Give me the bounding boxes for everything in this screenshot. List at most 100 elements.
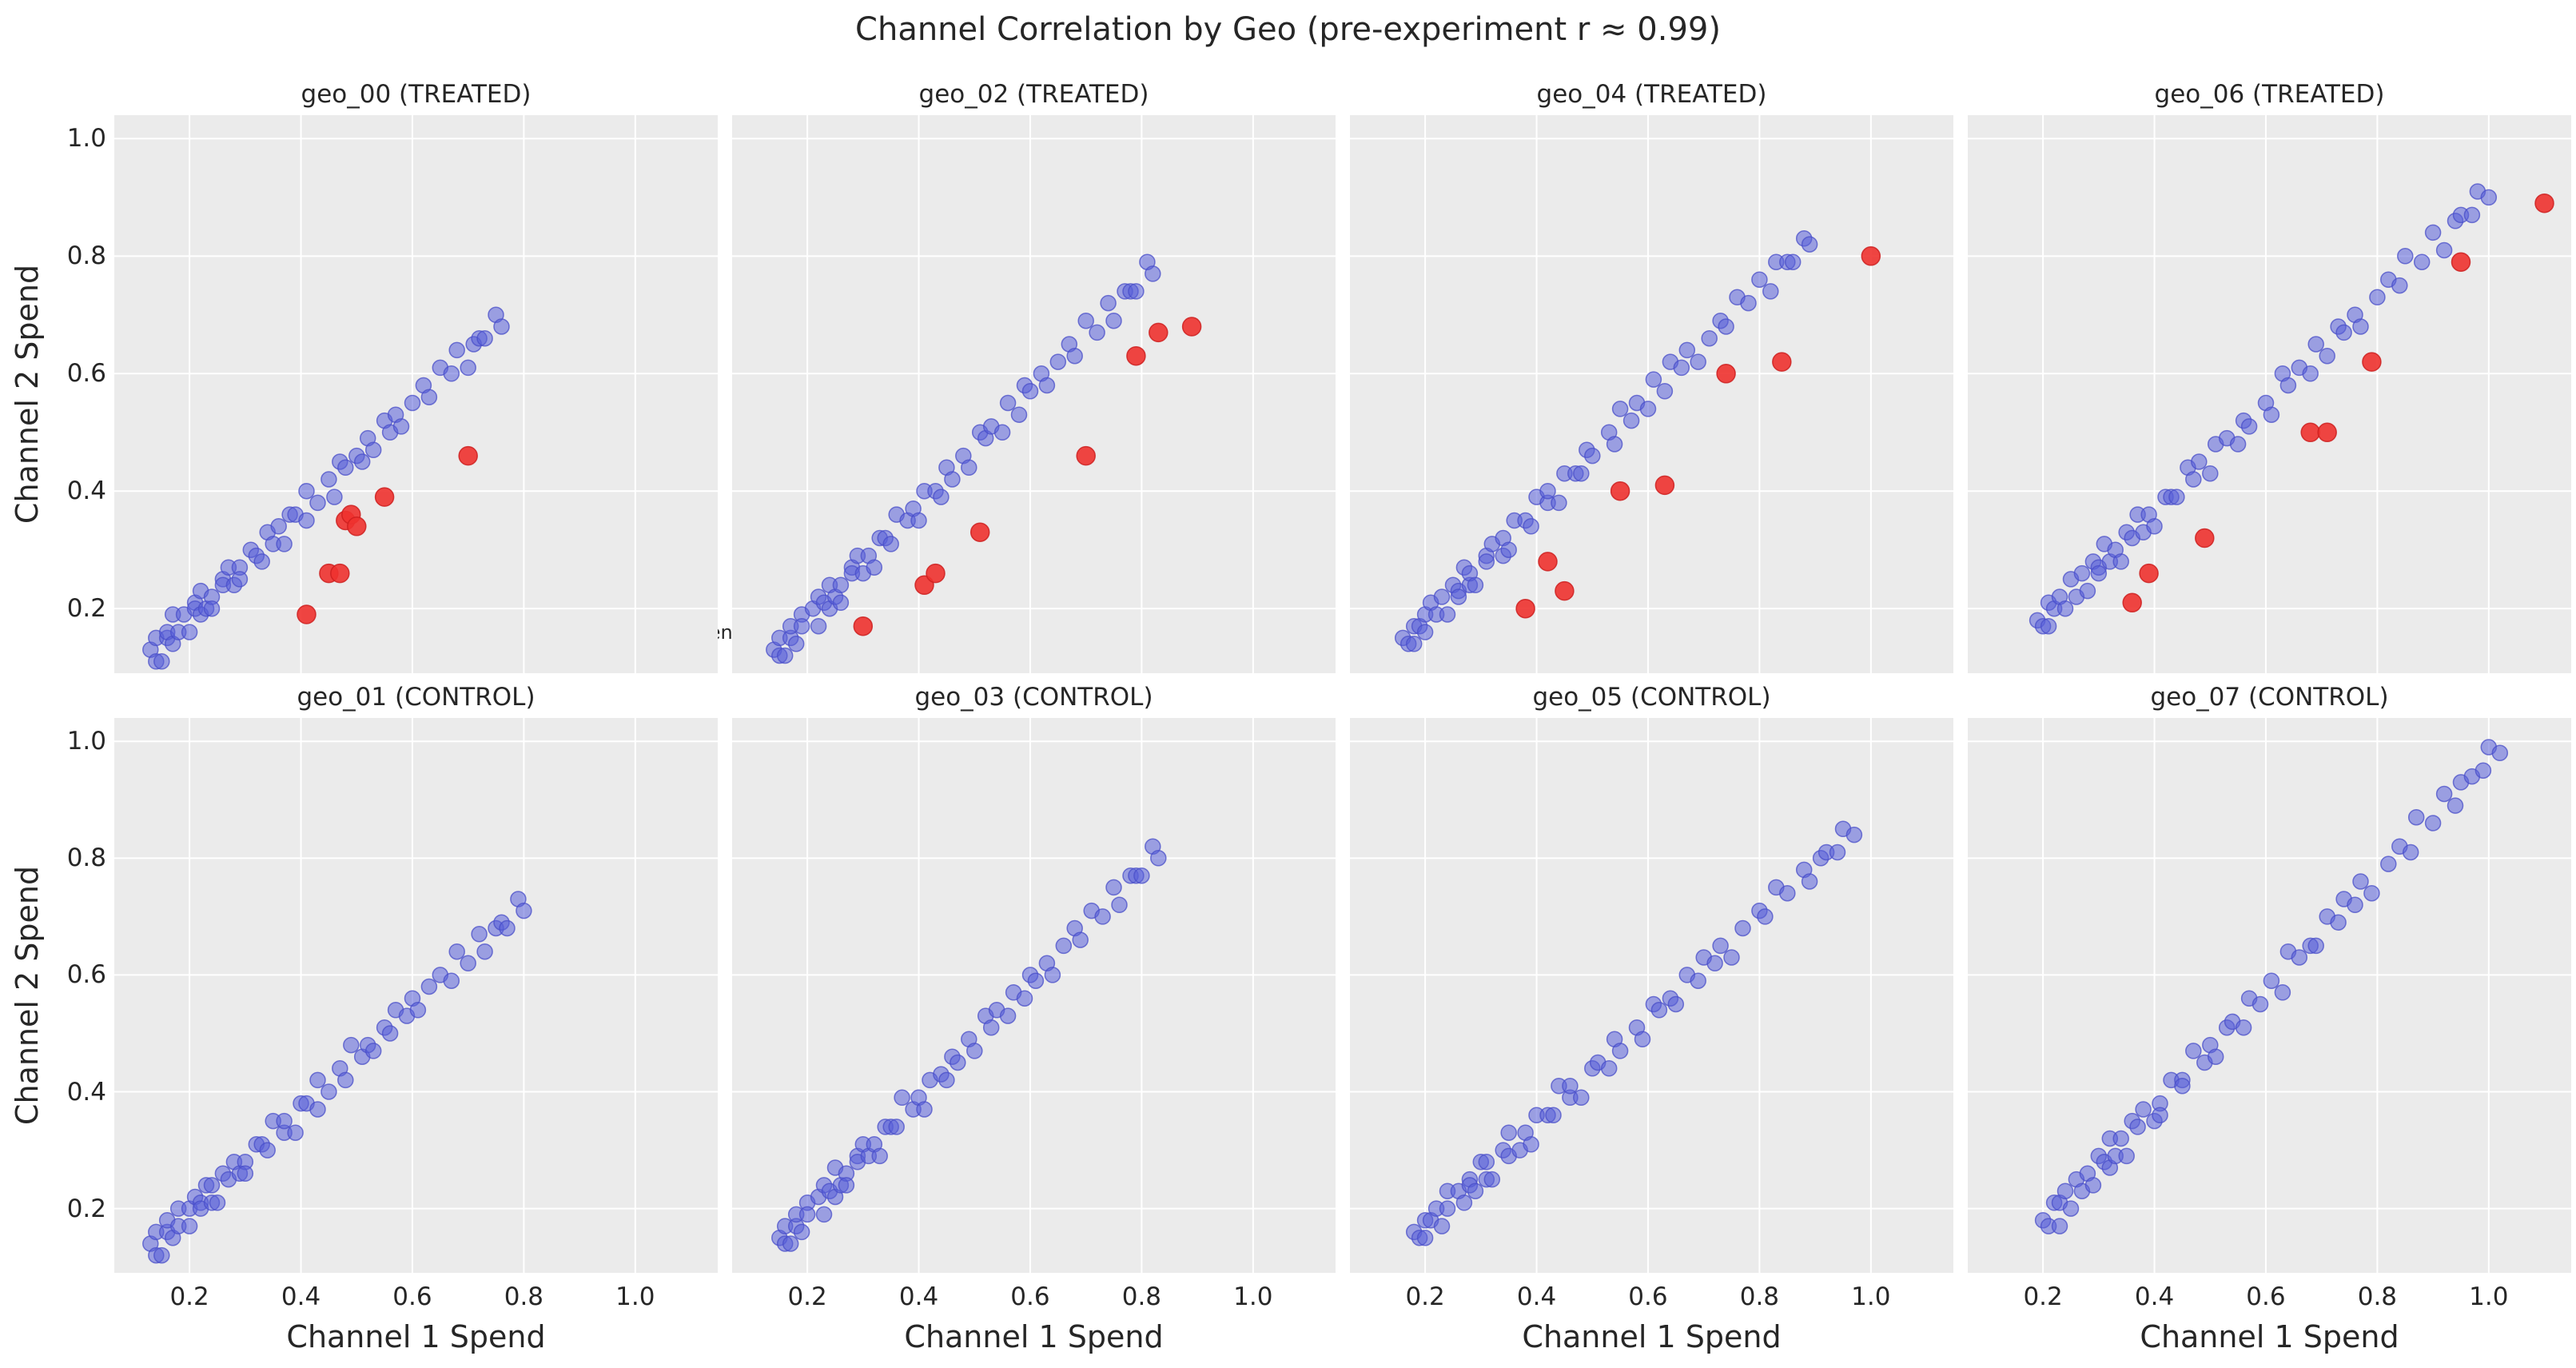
during-experiment-point: [297, 604, 317, 624]
pre-experiment-point: [448, 341, 465, 359]
y-axis-label: Channel 2 Spend: [10, 264, 45, 524]
pre-experiment-point: [1016, 990, 1033, 1007]
pre-experiment-point: [499, 919, 516, 937]
pre-experiment-point: [443, 365, 460, 382]
pre-experiment-point: [253, 553, 270, 570]
during-experiment-point: [2534, 193, 2554, 213]
pre-experiment-point: [1128, 283, 1145, 300]
pre-experiment-point: [2319, 347, 2335, 365]
y-tick-label: 0.6: [66, 960, 106, 990]
pre-experiment-point: [1701, 329, 1718, 347]
during-experiment-point: [2362, 352, 2382, 372]
subplot-title-geo_05: geo_05 (CONTROL): [1532, 683, 1771, 712]
pre-experiment-point: [321, 471, 337, 488]
pre-experiment-point: [298, 512, 315, 529]
pre-experiment-point: [933, 489, 950, 505]
x-axis-label: Channel 1 Spend: [286, 1319, 546, 1354]
pre-experiment-point: [2185, 471, 2202, 488]
pre-experiment-point: [1094, 908, 1111, 925]
pre-experiment-point: [1573, 465, 1590, 482]
pre-experiment-point: [776, 647, 794, 664]
pre-experiment-point: [2129, 1119, 2146, 1135]
during-experiment-point: [853, 616, 874, 636]
y-tick-label: 0.4: [66, 477, 106, 506]
pre-experiment-point: [1606, 436, 1623, 453]
x-tick-label: 0.4: [1516, 1282, 1557, 1311]
pre-experiment-point: [1634, 1031, 1651, 1048]
pre-experiment-point: [2352, 318, 2369, 335]
pre-experiment-point: [2413, 253, 2431, 270]
subplot-title-geo_03: geo_03 (CONTROL): [914, 683, 1153, 712]
pre-experiment-point: [2363, 884, 2380, 902]
subplot-geo_03: [732, 718, 1336, 1273]
pre-experiment-point: [1416, 1229, 1434, 1246]
pre-experiment-point: [326, 489, 343, 505]
pre-experiment-point: [516, 902, 532, 919]
pre-experiment-point: [321, 1083, 337, 1100]
pre-experiment-point: [1762, 283, 1779, 300]
pre-experiment-point: [1500, 1124, 1517, 1141]
pre-experiment-point: [1416, 624, 1434, 640]
during-experiment-point: [1555, 580, 1575, 601]
pre-experiment-point: [810, 617, 827, 635]
pre-experiment-point: [944, 471, 961, 488]
pre-experiment-point: [2307, 937, 2324, 955]
pre-experiment-point: [2056, 600, 2074, 617]
pre-experiment-point: [1551, 494, 1567, 512]
pre-experiment-point: [1478, 553, 1495, 570]
pre-experiment-point: [1049, 353, 1067, 370]
pre-experiment-point: [2135, 1101, 2152, 1118]
pre-experiment-point: [1690, 353, 1706, 370]
x-tick-label: 0.6: [2246, 1282, 2286, 1311]
pre-experiment-point: [1645, 371, 1662, 388]
pre-experiment-point: [1690, 972, 1706, 989]
pre-experiment-point: [1066, 347, 1083, 365]
pre-experiment-point: [1545, 1107, 1562, 1124]
during-experiment-point: [1126, 345, 1146, 366]
pre-experiment-point: [1757, 908, 1774, 925]
pre-experiment-point: [1038, 377, 1056, 394]
pre-experiment-point: [2207, 1048, 2224, 1065]
during-experiment-point: [1610, 481, 1630, 501]
pre-experiment-point: [798, 1206, 816, 1223]
pre-experiment-point: [1584, 447, 1601, 465]
pre-experiment-point: [337, 1071, 354, 1089]
pre-experiment-point: [871, 1147, 888, 1165]
pre-experiment-point: [343, 1036, 360, 1054]
pre-experiment-point: [950, 1054, 966, 1071]
x-tick-label: 0.8: [1739, 1282, 1780, 1311]
pre-experiment-point: [2152, 1107, 2168, 1124]
pre-experiment-point: [364, 1043, 382, 1059]
pre-experiment-point: [1455, 1195, 1473, 1211]
subplot-geo_01: [114, 718, 718, 1273]
pre-experiment-point: [2146, 518, 2163, 535]
pre-experiment-point: [982, 1019, 1000, 1036]
pre-experiment-point: [1433, 1218, 1451, 1234]
pre-experiment-point: [999, 1007, 1017, 1024]
subplot-title-geo_01: geo_01 (CONTROL): [297, 683, 536, 712]
subplot-title-geo_00: geo_00 (TREATED): [301, 80, 532, 109]
y-tick-label: 1.0: [66, 727, 106, 756]
pre-experiment-point: [1500, 541, 1517, 558]
pre-experiment-point: [787, 636, 805, 652]
pre-experiment-point: [1678, 341, 1696, 359]
pre-experiment-point: [916, 1101, 933, 1118]
pre-experiment-point: [2263, 972, 2280, 989]
pre-experiment-point: [1523, 518, 1539, 535]
pre-experiment-point: [1650, 1002, 1668, 1019]
pre-experiment-point: [1145, 265, 1161, 282]
pre-experiment-point: [1779, 884, 1796, 902]
pre-experiment-point: [999, 394, 1017, 412]
x-tick-label: 1.0: [1851, 1282, 1891, 1311]
during-experiment-point: [347, 516, 367, 536]
subplot-title-geo_04: geo_04 (TREATED): [1536, 80, 1767, 109]
pre-experiment-point: [838, 1177, 855, 1194]
pre-experiment-point: [209, 1195, 226, 1211]
pre-experiment-point: [203, 600, 221, 617]
during-experiment-point: [2317, 422, 2337, 443]
pre-experiment-point: [2352, 873, 2369, 890]
pre-experiment-point: [1656, 383, 1674, 400]
during-experiment-point: [2139, 563, 2159, 584]
pre-experiment-point: [276, 1112, 293, 1130]
x-tick-label: 0.8: [2357, 1282, 2398, 1311]
